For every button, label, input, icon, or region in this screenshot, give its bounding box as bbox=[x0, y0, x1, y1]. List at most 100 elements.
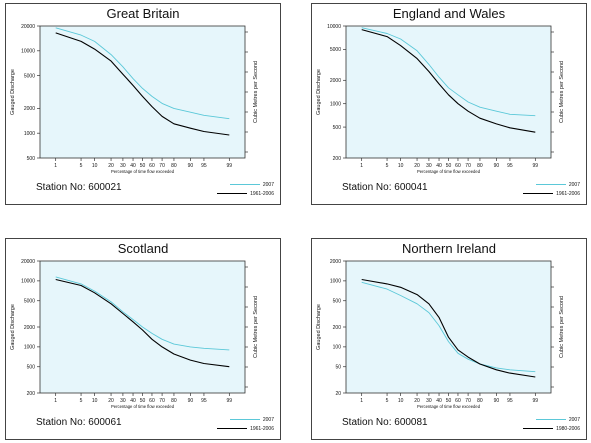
x-tick-label: 95 bbox=[201, 398, 207, 404]
x-tick-label: 60 bbox=[455, 163, 461, 169]
x-axis-label: Percentage of time flow exceeded bbox=[111, 404, 175, 409]
x-tick-label: 20 bbox=[414, 398, 420, 404]
legend-item-2007: 2007 bbox=[523, 415, 580, 424]
y-tick-label: 500 bbox=[333, 299, 342, 305]
legend-item-historic: 1961-2006 bbox=[217, 189, 274, 198]
y2-axis-label: Cubic Metres per Second bbox=[253, 61, 259, 123]
y-tick-label: 200 bbox=[333, 156, 342, 162]
x-tick-label: 80 bbox=[477, 163, 483, 169]
y-tick-label: 50 bbox=[335, 365, 341, 371]
chart-title: Northern Ireland bbox=[402, 241, 496, 256]
legend: 2007 1961-2006 bbox=[217, 415, 274, 433]
x-tick-label: 1 bbox=[360, 398, 363, 404]
series-line-historic bbox=[361, 278, 536, 378]
legend-item-historic: 1980-2006 bbox=[523, 424, 580, 433]
x-tick-label: 5 bbox=[386, 163, 389, 169]
legend-item-historic: 1961-2006 bbox=[523, 189, 580, 198]
station-number: Station No: 600041 bbox=[342, 182, 428, 193]
legend-item-2007: 2007 bbox=[217, 415, 274, 424]
y-tick-label: 20000 bbox=[21, 259, 35, 265]
y-tick-label: 2000 bbox=[24, 325, 35, 331]
chart-title: England and Wales bbox=[392, 6, 506, 21]
series-line-2007 bbox=[361, 281, 536, 373]
x-tick-label: 1 bbox=[54, 163, 57, 169]
x-tick-label: 99 bbox=[533, 398, 539, 404]
series-line-2007 bbox=[55, 27, 230, 120]
panel-great-britain: Great Britain 500 1000 2000 5000 10000 20000 1… bbox=[5, 3, 281, 205]
x-tick-label: 95 bbox=[507, 163, 513, 169]
x-tick-label: 99 bbox=[227, 163, 233, 169]
legend-label-historic: 1961-2006 bbox=[250, 190, 274, 197]
x-tick-label: 90 bbox=[188, 163, 194, 169]
y2-axis-label: Cubic Metres per Second bbox=[559, 61, 565, 123]
x-tick-label: 95 bbox=[201, 163, 207, 169]
station-number: Station No: 600081 bbox=[342, 417, 428, 428]
y-tick-label: 10000 bbox=[327, 24, 341, 30]
x-tick-label: 5 bbox=[386, 398, 389, 404]
chart-scotland: 200 500 1000 2000 5000 10000 20000 1 5 10 20 30 40 50… bbox=[10, 259, 259, 409]
x-tick-label: 50 bbox=[446, 163, 452, 169]
series-line-2007 bbox=[361, 27, 536, 117]
panel-england-and-wales: England and Wales 200 500 1000 2000 5000 1000… bbox=[311, 3, 587, 205]
panel-scotland: Scotland 200 500 1000 2000 5000 10000 20000 1 5 1… bbox=[5, 238, 281, 440]
legend-label-2007: 2007 bbox=[568, 416, 580, 423]
y2-axis-label: Cubic Metres per Second bbox=[559, 296, 565, 358]
y-tick-label: 2000 bbox=[330, 78, 341, 84]
x-tick-label: 90 bbox=[494, 163, 500, 169]
y-tick-label: 1000 bbox=[24, 345, 35, 351]
y-axis-label: Gauged Discharge bbox=[316, 304, 322, 350]
y-tick-label: 200 bbox=[333, 325, 342, 331]
y-axis-label: Gauged Discharge bbox=[10, 69, 16, 115]
x-tick-label: 30 bbox=[426, 163, 432, 169]
y-tick-label: 20 bbox=[335, 391, 341, 397]
x-tick-label: 90 bbox=[494, 398, 500, 404]
y-tick-label: 500 bbox=[27, 365, 36, 371]
y-tick-label: 5000 bbox=[24, 299, 35, 305]
legend-label-historic: 1961-2006 bbox=[556, 190, 580, 197]
x-tick-label: 90 bbox=[188, 398, 194, 404]
x-tick-label: 50 bbox=[140, 163, 146, 169]
series-line-historic bbox=[361, 29, 536, 133]
x-tick-label: 50 bbox=[446, 398, 452, 404]
series-line-2007 bbox=[55, 276, 230, 351]
chart-title: Great Britain bbox=[106, 6, 180, 21]
panel-northern-ireland: Northern Ireland 20 50 100 200 500 1000 2000 1 5… bbox=[311, 238, 587, 440]
x-tick-label: 99 bbox=[227, 398, 233, 404]
y-tick-label: 10000 bbox=[21, 279, 35, 285]
x-tick-label: 60 bbox=[149, 163, 155, 169]
legend-label-2007: 2007 bbox=[262, 416, 274, 423]
legend-swatch-2007 bbox=[535, 184, 566, 185]
x-tick-label: 60 bbox=[149, 398, 155, 404]
x-tick-label: 1 bbox=[54, 398, 57, 404]
x-tick-label: 40 bbox=[130, 398, 136, 404]
y-tick-label: 1000 bbox=[24, 131, 35, 137]
x-tick-label: 99 bbox=[533, 163, 539, 169]
plot-area bbox=[345, 260, 552, 394]
x-tick-label: 80 bbox=[477, 398, 483, 404]
x-tick-label: 80 bbox=[171, 163, 177, 169]
legend-item-2007: 2007 bbox=[217, 180, 274, 189]
x-tick-label: 70 bbox=[159, 163, 165, 169]
x-tick-label: 70 bbox=[159, 398, 165, 404]
x-tick-label: 70 bbox=[465, 163, 471, 169]
y-tick-label: 5000 bbox=[24, 73, 35, 79]
legend: 2007 1961-2006 bbox=[217, 180, 274, 198]
chart-great-britain: 500 1000 2000 5000 10000 20000 1 5 10 20 30 40 50 60 7… bbox=[10, 24, 259, 174]
x-tick-label: 95 bbox=[507, 398, 513, 404]
x-tick-label: 40 bbox=[436, 398, 442, 404]
y-tick-label: 500 bbox=[333, 125, 342, 131]
y-tick-label: 2000 bbox=[330, 259, 341, 265]
legend-swatch-historic bbox=[217, 428, 248, 429]
legend-label-historic: 1961-2006 bbox=[250, 425, 274, 432]
x-tick-label: 1 bbox=[360, 163, 363, 169]
x-tick-label: 30 bbox=[426, 398, 432, 404]
x-tick-label: 80 bbox=[171, 398, 177, 404]
station-number: Station No: 600021 bbox=[36, 182, 122, 193]
series-line-historic bbox=[55, 32, 230, 136]
chart-title: Scotland bbox=[117, 241, 169, 256]
x-tick-label: 20 bbox=[108, 163, 114, 169]
legend-label-2007: 2007 bbox=[568, 181, 580, 188]
legend-label-2007: 2007 bbox=[262, 181, 274, 188]
x-tick-label: 20 bbox=[108, 398, 114, 404]
x-tick-label: 5 bbox=[80, 398, 83, 404]
